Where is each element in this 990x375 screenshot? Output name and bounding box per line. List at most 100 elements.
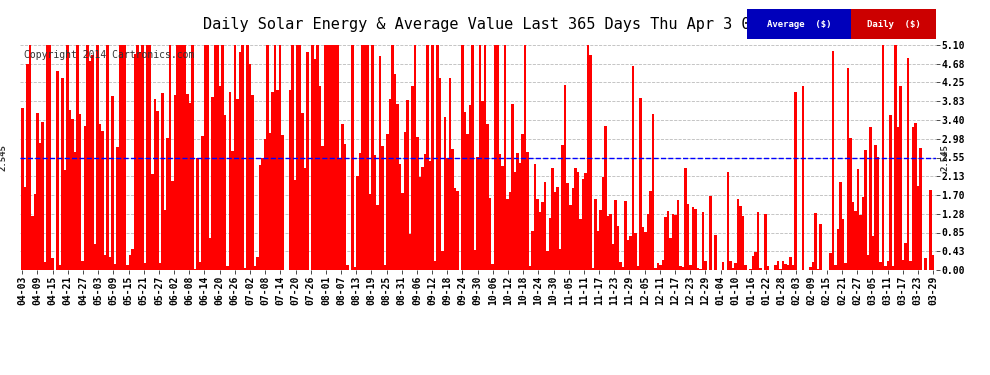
Bar <box>147 45 148 270</box>
Bar <box>137 45 139 270</box>
Bar <box>476 157 479 270</box>
Bar <box>81 261 83 270</box>
Bar <box>835 265 837 270</box>
Bar <box>271 92 274 270</box>
Bar <box>789 257 792 270</box>
Bar <box>344 144 346 270</box>
Bar <box>777 261 779 270</box>
Bar <box>471 45 474 270</box>
Bar <box>697 268 699 270</box>
Bar <box>153 99 156 270</box>
Bar <box>930 190 932 270</box>
Bar <box>684 168 687 270</box>
Bar <box>854 211 856 270</box>
Bar <box>484 45 486 270</box>
Bar <box>637 266 640 270</box>
Bar <box>556 187 559 270</box>
Bar <box>239 53 242 270</box>
Bar <box>419 177 422 270</box>
Bar <box>26 64 29 270</box>
Bar <box>759 268 761 270</box>
Bar <box>158 263 161 270</box>
Bar <box>209 238 211 270</box>
Bar <box>224 116 227 270</box>
Bar <box>251 95 253 270</box>
Bar <box>109 257 111 270</box>
Bar <box>99 124 101 270</box>
Bar <box>51 258 53 270</box>
Bar <box>604 126 607 270</box>
Bar <box>442 252 444 270</box>
Bar <box>627 240 629 270</box>
Bar <box>56 71 58 270</box>
Bar <box>196 158 199 270</box>
Bar <box>299 45 301 270</box>
Bar <box>184 45 186 270</box>
Bar <box>391 45 394 270</box>
Bar <box>907 58 909 270</box>
Bar <box>819 224 822 270</box>
Bar <box>864 150 866 270</box>
Bar <box>124 45 126 270</box>
Bar <box>39 143 41 270</box>
Bar <box>268 133 271 270</box>
Bar <box>279 45 281 270</box>
Bar <box>424 154 427 270</box>
Bar <box>446 158 448 270</box>
Bar <box>204 45 206 270</box>
Bar <box>489 198 491 270</box>
Bar <box>802 86 804 270</box>
Bar <box>640 98 642 270</box>
Bar <box>524 45 527 270</box>
Bar <box>221 45 224 270</box>
Bar <box>699 269 702 270</box>
Bar <box>466 134 469 270</box>
Bar <box>539 212 542 270</box>
Bar <box>546 251 549 270</box>
Bar <box>664 217 666 270</box>
Bar <box>139 52 142 270</box>
Bar <box>361 45 364 270</box>
Bar <box>432 45 434 270</box>
Text: Daily Solar Energy & Average Value Last 365 Days Thu Apr 3 07:09: Daily Solar Energy & Average Value Last … <box>203 17 787 32</box>
Bar <box>168 45 171 270</box>
Bar <box>276 90 279 270</box>
Bar <box>89 62 91 270</box>
Bar <box>792 265 794 270</box>
Bar <box>427 45 429 270</box>
Bar <box>561 145 564 270</box>
Bar <box>551 168 554 270</box>
Bar <box>607 216 609 270</box>
Bar <box>589 55 591 270</box>
Bar <box>532 231 534 270</box>
Bar <box>394 75 396 270</box>
Bar <box>244 268 247 270</box>
Bar <box>499 154 502 270</box>
Bar <box>892 266 894 270</box>
Bar <box>814 213 817 270</box>
Bar <box>812 262 814 270</box>
Bar <box>704 261 707 270</box>
Bar <box>549 217 551 270</box>
Bar <box>366 45 369 270</box>
Bar <box>219 86 221 270</box>
Bar <box>448 78 451 270</box>
Bar <box>437 45 439 270</box>
Bar <box>78 114 81 270</box>
Bar <box>76 45 78 270</box>
Bar <box>512 104 514 270</box>
Bar <box>817 269 819 270</box>
Bar <box>91 55 94 270</box>
Bar <box>581 179 584 270</box>
Bar <box>694 209 697 270</box>
Bar <box>509 192 512 270</box>
Bar <box>176 45 178 270</box>
Bar <box>201 136 204 270</box>
Bar <box>579 219 581 270</box>
Bar <box>106 45 109 270</box>
Bar <box>191 45 194 270</box>
Bar <box>289 90 291 270</box>
Bar <box>63 170 66 270</box>
Bar <box>469 105 471 270</box>
Bar <box>258 165 261 270</box>
